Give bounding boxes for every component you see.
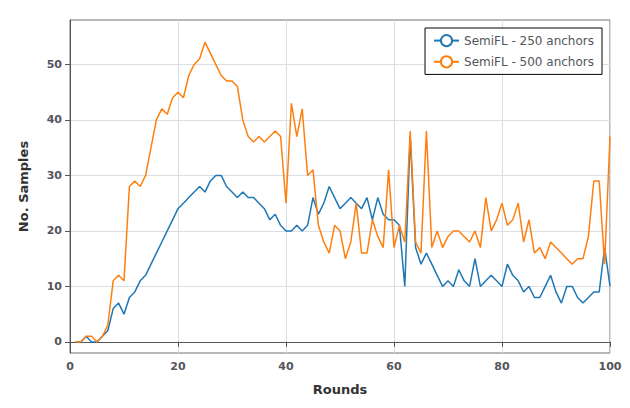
svg-text:20: 20 — [170, 360, 186, 373]
svg-text:SemiFL - 500 anchors: SemiFL - 500 anchors — [464, 55, 594, 69]
svg-text:50: 50 — [47, 58, 63, 71]
svg-text:No. Samples: No. Samples — [16, 141, 31, 233]
svg-text:SemiFL - 250 anchors: SemiFL - 250 anchors — [464, 34, 594, 48]
svg-text:80: 80 — [494, 360, 510, 373]
svg-text:40: 40 — [278, 360, 294, 373]
svg-text:10: 10 — [47, 280, 63, 293]
svg-text:40: 40 — [47, 113, 63, 126]
svg-text:100: 100 — [599, 360, 622, 373]
svg-text:60: 60 — [386, 360, 402, 373]
svg-text:20: 20 — [47, 224, 63, 237]
svg-text:Rounds: Rounds — [313, 382, 368, 397]
svg-text:0: 0 — [66, 360, 74, 373]
svg-text:0: 0 — [54, 335, 62, 348]
svg-text:30: 30 — [47, 169, 63, 182]
